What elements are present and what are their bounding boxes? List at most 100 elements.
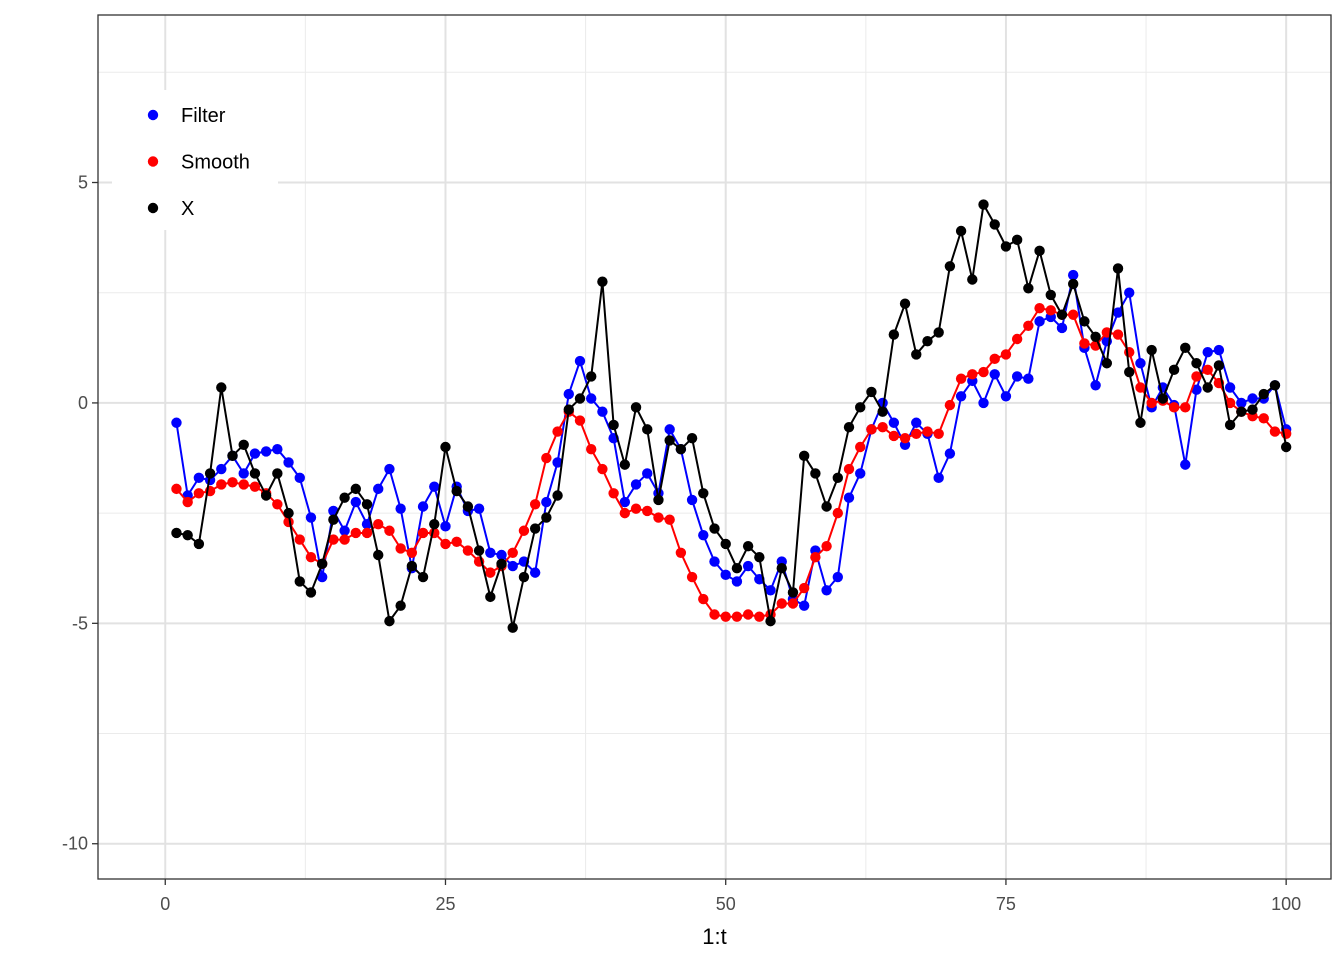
series-filter-point — [832, 571, 843, 583]
series-smooth-line — [175, 307, 1287, 618]
series-smooth-point — [742, 609, 754, 620]
series-filter-point — [597, 406, 608, 417]
series-smooth-point — [619, 507, 631, 519]
series-x-point — [1168, 364, 1180, 376]
series-filter-point — [978, 397, 989, 409]
series-filter-point — [933, 472, 944, 484]
series-x-point — [1045, 289, 1056, 301]
series-filter-point — [440, 521, 451, 532]
series-smooth-point — [1191, 371, 1202, 382]
series-smooth-point — [933, 428, 944, 439]
series-x-point — [1269, 380, 1281, 391]
series-filter-point — [798, 600, 810, 611]
series-x-point — [1112, 263, 1124, 274]
series-x-point — [1034, 245, 1045, 257]
series-x-point — [888, 329, 900, 340]
legend-label-x: X — [181, 198, 194, 220]
series-filter-point — [1034, 316, 1045, 327]
series-filter-point — [686, 494, 698, 506]
legend-key-x — [147, 202, 159, 214]
series-filter-point — [294, 472, 305, 484]
series-filter-point — [395, 503, 406, 514]
series-filter-point — [642, 468, 653, 479]
series-x-point — [798, 450, 810, 462]
series-x-point — [249, 468, 261, 479]
series-smooth-point — [182, 496, 193, 508]
series-x-point — [1202, 382, 1213, 393]
series-smooth-point — [843, 463, 855, 475]
series-x-point — [754, 552, 765, 563]
series-x-point — [305, 587, 317, 598]
series-smooth-point — [1112, 329, 1124, 340]
series-x-point — [731, 563, 743, 574]
series-filter — [171, 269, 1292, 611]
series-smooth-point — [866, 424, 877, 435]
series-smooth-point — [978, 366, 989, 378]
series-x-point — [855, 402, 866, 413]
series-smooth-point — [675, 547, 687, 558]
series-x-point — [978, 199, 989, 210]
series-smooth-point — [955, 373, 967, 384]
series-filter-point — [361, 518, 373, 530]
series-x-point — [1056, 309, 1068, 320]
series-x-point — [787, 587, 799, 598]
series-x-point — [529, 523, 541, 534]
series-smooth-point — [877, 421, 888, 433]
series-smooth-point — [227, 477, 238, 488]
series-x-point — [1247, 404, 1258, 415]
series-smooth-point — [529, 499, 541, 510]
series-filter-point — [563, 388, 574, 400]
series-x-point — [473, 545, 485, 556]
series-filter-point — [1247, 393, 1258, 404]
series-x-point — [541, 512, 552, 523]
series-smooth-point — [1011, 333, 1023, 345]
series-filter-point — [1224, 382, 1236, 393]
series-filter-point — [473, 503, 485, 514]
series-x-point — [1258, 388, 1269, 400]
series-x-point — [238, 439, 249, 450]
series-x-point — [272, 468, 283, 479]
series-x-point — [1191, 358, 1202, 369]
legend: Filter Smooth X — [112, 90, 278, 230]
series-x-point — [1236, 406, 1247, 417]
series-layer — [171, 199, 1292, 633]
series-smooth-point — [888, 430, 900, 442]
series-smooth-point — [899, 432, 911, 444]
series-filter-point — [373, 483, 384, 495]
series-smooth-point — [1269, 426, 1281, 437]
series-filter-point — [1090, 380, 1101, 391]
series-filter-point — [238, 468, 249, 479]
series-smooth-point — [574, 415, 586, 426]
series-smooth-point — [664, 514, 675, 525]
series-smooth-point — [373, 518, 384, 530]
legend-label-smooth: Smooth — [181, 152, 250, 174]
series-x-point — [1101, 358, 1113, 369]
series-smooth-point — [518, 525, 530, 536]
series-smooth-point — [967, 369, 978, 380]
series-smooth-point — [485, 567, 496, 578]
series-filter-point — [216, 463, 227, 475]
series-x-point — [1157, 393, 1169, 404]
series-x-point — [1090, 331, 1101, 342]
series-x-point — [294, 576, 305, 587]
series-smooth-point — [608, 488, 619, 499]
series-filter-point — [888, 417, 900, 428]
series-smooth-point — [339, 534, 350, 545]
x-tick-label: 0 — [160, 894, 170, 914]
series-smooth-point — [855, 441, 866, 453]
series-smooth-point — [787, 598, 799, 609]
series-x-point — [339, 492, 350, 503]
series-x-point — [630, 402, 642, 413]
series-filter-point — [989, 369, 1000, 380]
series-x-point — [1023, 283, 1034, 294]
series-x-point — [608, 419, 619, 431]
series-x-point — [227, 450, 238, 462]
series-x-point — [171, 527, 182, 539]
series-filter-point — [1236, 397, 1247, 409]
series-x-point — [451, 485, 462, 497]
series-smooth-point — [384, 525, 395, 536]
series-x-point — [675, 444, 687, 455]
series-smooth-point — [541, 452, 552, 464]
series-x-point — [765, 615, 776, 627]
